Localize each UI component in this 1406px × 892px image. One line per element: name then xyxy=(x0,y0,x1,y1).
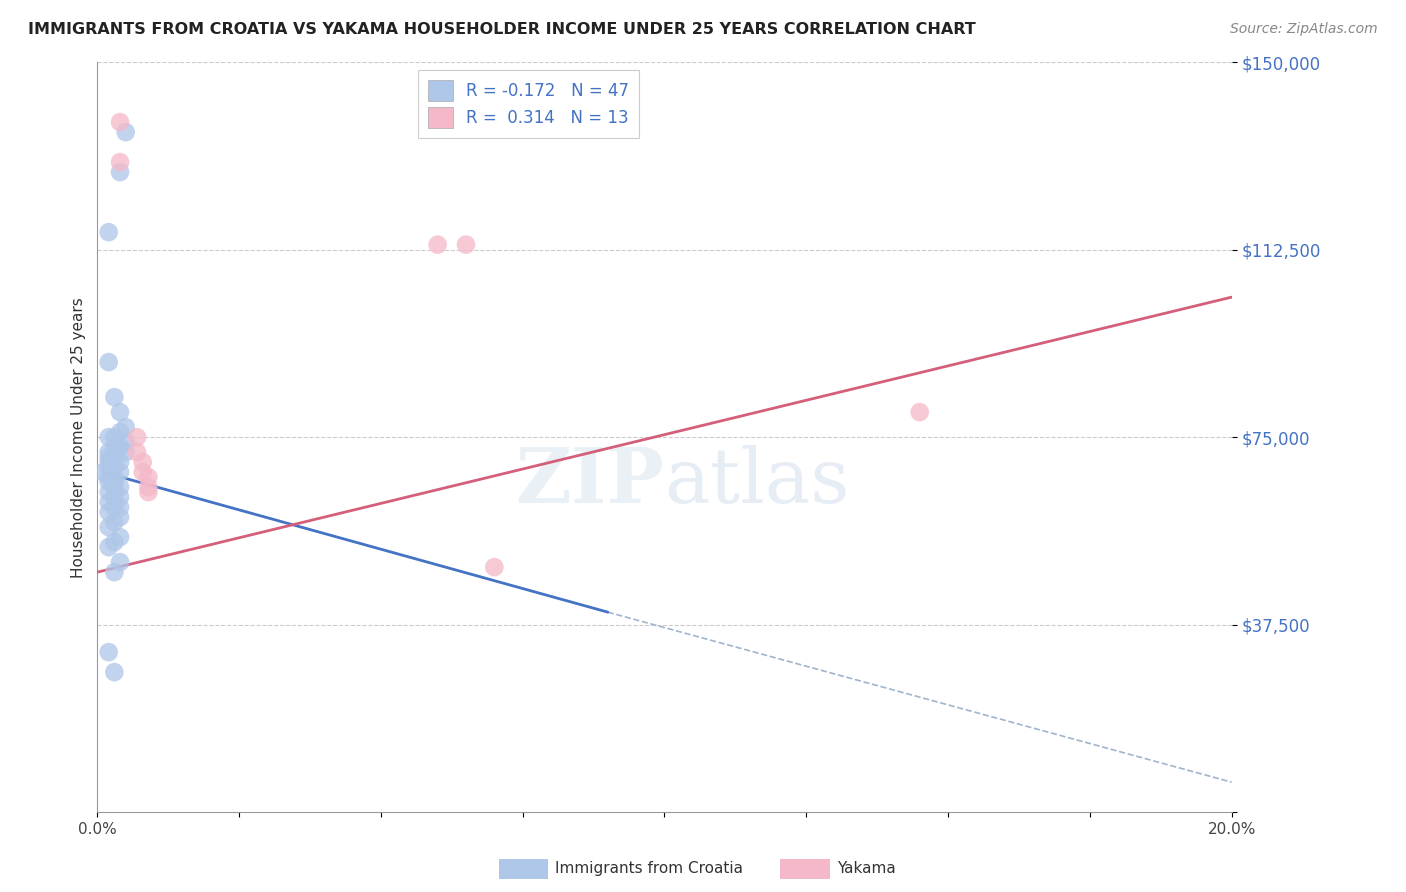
Point xyxy=(91,465,114,479)
Point xyxy=(108,465,131,479)
Point xyxy=(103,390,125,404)
Point xyxy=(103,440,125,454)
Point xyxy=(108,155,131,169)
Point xyxy=(103,535,125,549)
Point xyxy=(97,505,120,519)
Point xyxy=(103,480,125,494)
Point xyxy=(108,165,131,179)
Point xyxy=(103,450,125,464)
Point xyxy=(108,500,131,515)
Point xyxy=(138,485,160,500)
Point xyxy=(132,455,155,469)
Point xyxy=(97,645,120,659)
Point xyxy=(114,435,136,450)
Point xyxy=(97,355,120,369)
Point xyxy=(426,237,449,252)
Point xyxy=(108,510,131,524)
Text: atlas: atlas xyxy=(665,445,849,519)
Point xyxy=(114,445,136,459)
Point xyxy=(97,450,120,464)
Point xyxy=(97,430,120,444)
Point xyxy=(138,470,160,484)
Text: ZIP: ZIP xyxy=(516,445,665,519)
Text: Yakama: Yakama xyxy=(837,862,896,876)
Point xyxy=(108,115,131,129)
Point xyxy=(97,520,120,534)
Point xyxy=(97,455,120,469)
Point xyxy=(103,475,125,490)
Point xyxy=(97,475,120,490)
Point xyxy=(103,515,125,529)
Point xyxy=(97,540,120,554)
Point xyxy=(103,455,125,469)
Point xyxy=(103,460,125,475)
Point xyxy=(114,125,136,139)
Point xyxy=(108,480,131,494)
Point xyxy=(108,440,131,454)
Point xyxy=(138,480,160,494)
Point xyxy=(103,470,125,484)
Point xyxy=(125,445,148,459)
Point xyxy=(97,470,120,484)
Point xyxy=(103,665,125,680)
Point xyxy=(103,490,125,504)
Text: IMMIGRANTS FROM CROATIA VS YAKAMA HOUSEHOLDER INCOME UNDER 25 YEARS CORRELATION : IMMIGRANTS FROM CROATIA VS YAKAMA HOUSEH… xyxy=(28,22,976,37)
Point xyxy=(103,565,125,579)
Point xyxy=(97,445,120,459)
Point xyxy=(125,430,148,444)
Point xyxy=(108,425,131,439)
Point xyxy=(108,530,131,544)
Point xyxy=(132,465,155,479)
Point xyxy=(114,420,136,434)
Text: Source: ZipAtlas.com: Source: ZipAtlas.com xyxy=(1230,22,1378,37)
Point xyxy=(97,495,120,509)
Y-axis label: Householder Income Under 25 years: Householder Income Under 25 years xyxy=(72,297,86,577)
Point xyxy=(97,485,120,500)
Legend: R = -0.172   N = 47, R =  0.314   N = 13: R = -0.172 N = 47, R = 0.314 N = 13 xyxy=(418,70,640,137)
Point xyxy=(108,555,131,569)
Point xyxy=(108,405,131,419)
Point xyxy=(484,560,506,574)
Point xyxy=(108,490,131,504)
Point xyxy=(97,225,120,239)
Point xyxy=(454,237,477,252)
Point xyxy=(103,500,125,515)
Point xyxy=(108,455,131,469)
Point xyxy=(103,430,125,444)
Point xyxy=(908,405,931,419)
Text: Immigrants from Croatia: Immigrants from Croatia xyxy=(555,862,744,876)
Point xyxy=(97,460,120,475)
